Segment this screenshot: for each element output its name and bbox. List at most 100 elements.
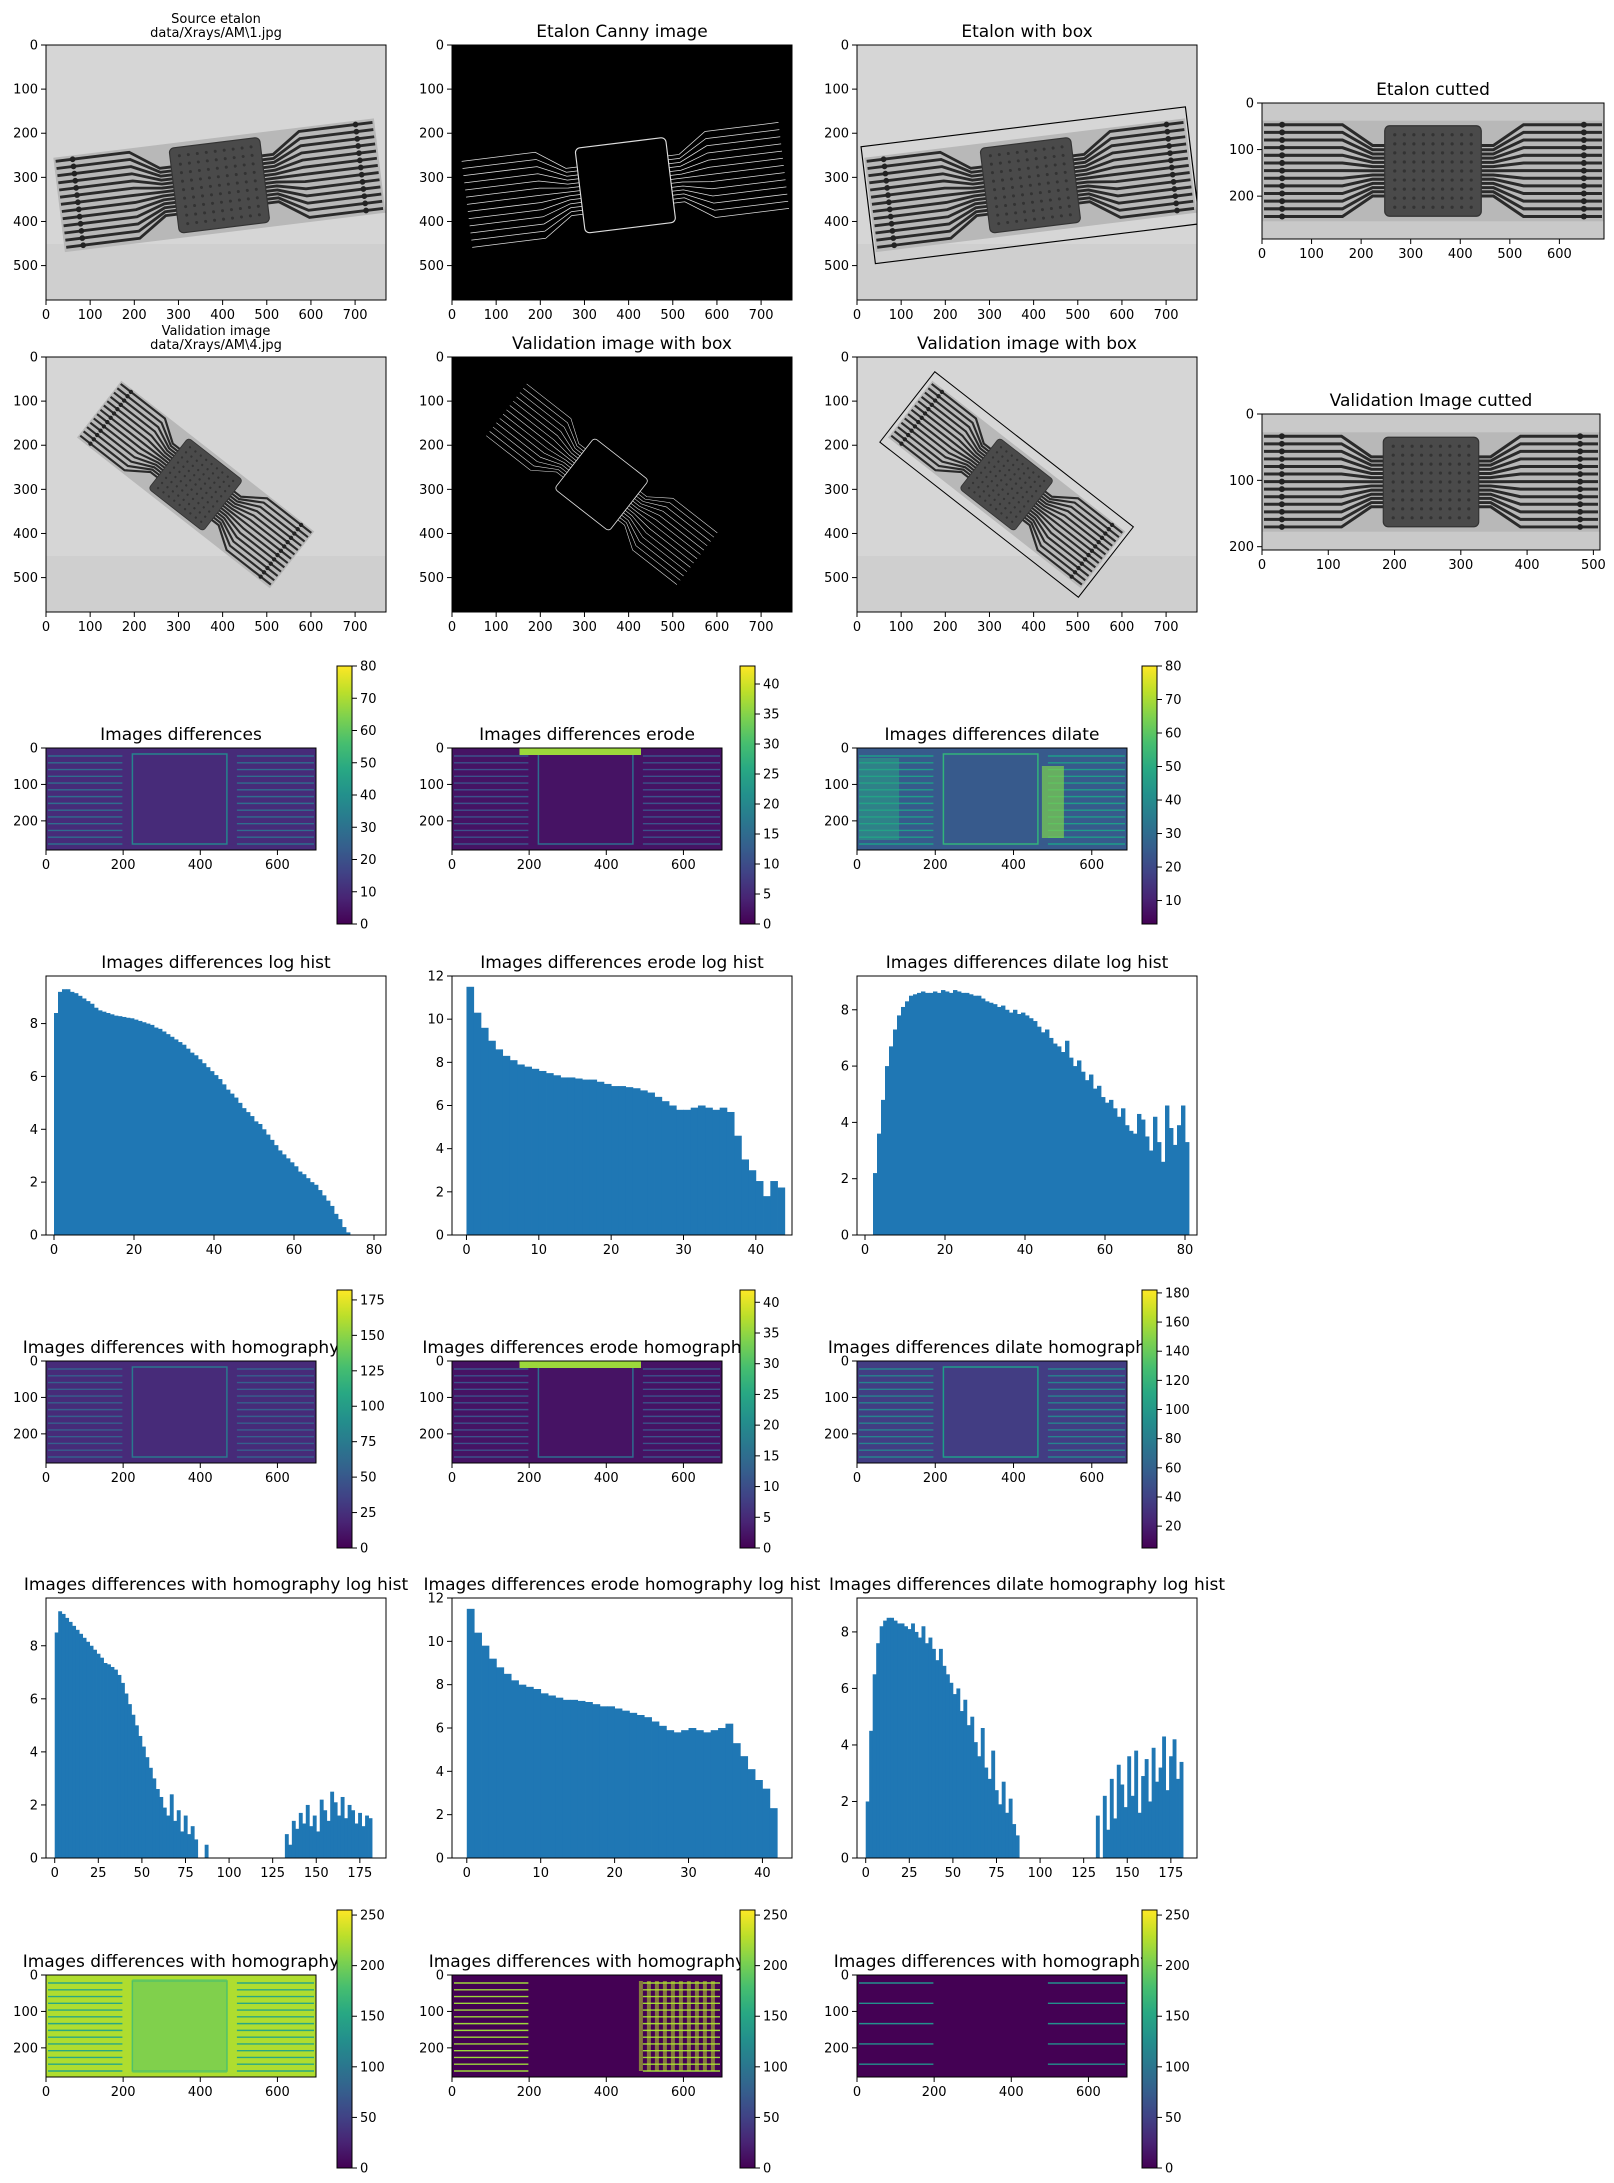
ball <box>1391 507 1395 511</box>
hist-bar <box>316 1831 321 1858</box>
chip-drawing <box>76 380 315 589</box>
ball <box>1457 516 1461 520</box>
hist-bar <box>206 1067 211 1235</box>
pad <box>1580 198 1587 205</box>
colorbar-tick-label: 250 <box>1165 1909 1190 1924</box>
lead-right <box>1478 484 1599 491</box>
hist-bar <box>941 990 946 1235</box>
hist-bar <box>1177 1125 1182 1235</box>
y-tick-label: 400 <box>824 215 849 230</box>
lead-left <box>99 408 170 464</box>
lead-left <box>62 197 176 221</box>
ball <box>197 468 200 472</box>
ball <box>977 486 980 489</box>
lead-left <box>120 383 181 450</box>
ball <box>1402 160 1406 164</box>
hist-bar <box>574 1078 583 1235</box>
hist-bar <box>70 991 75 1235</box>
ball <box>1393 133 1397 137</box>
panel-title-line: data/Xrays/AM\4.jpg <box>150 338 282 353</box>
colorbar-tick-label: 20 <box>360 853 377 868</box>
hist-bar <box>1025 1015 1030 1235</box>
lead-right <box>1044 490 1123 534</box>
ball <box>1450 142 1454 146</box>
ball <box>1429 444 1433 448</box>
ball <box>242 163 246 167</box>
ball <box>1412 151 1416 155</box>
pad <box>1580 159 1587 166</box>
y-tick-label: 0 <box>436 1229 444 1244</box>
lead-left <box>106 400 173 460</box>
ball <box>1450 169 1454 173</box>
lead-left <box>870 185 985 199</box>
pad <box>298 522 304 528</box>
lead-left <box>60 189 175 206</box>
ball <box>1421 169 1426 173</box>
ball <box>1029 192 1033 196</box>
hist-bar <box>592 1704 601 1858</box>
x-tick-label: 600 <box>299 620 324 635</box>
ball <box>189 178 194 182</box>
ball <box>195 220 199 225</box>
lead-right <box>1075 171 1190 185</box>
hist-bar <box>511 1680 519 1858</box>
axes-frame <box>451 1360 723 1464</box>
colorbar-tick-label: 10 <box>763 858 780 873</box>
y-tick-label: 8 <box>841 1003 849 1018</box>
lead-right <box>1042 492 1120 539</box>
hist-bar <box>647 1092 655 1235</box>
ball <box>170 480 173 484</box>
lead-left <box>867 158 983 174</box>
axes-frame <box>45 44 387 301</box>
lead-left <box>870 179 985 192</box>
colorbar-tick-label: 125 <box>360 1364 385 1379</box>
ball <box>201 496 204 500</box>
pad <box>261 570 267 575</box>
y-tick-label: 100 <box>419 1391 444 1406</box>
ball <box>1005 212 1009 216</box>
lead-right <box>265 185 381 198</box>
hist-bar <box>1172 1739 1177 1858</box>
ball <box>1410 453 1414 457</box>
lead-left <box>917 400 984 460</box>
ball <box>1005 483 1008 486</box>
image-content <box>452 357 792 612</box>
hist-bar <box>270 1139 275 1235</box>
ball <box>1419 489 1424 493</box>
hist-bar <box>134 1725 139 1858</box>
ball <box>992 179 996 183</box>
hist-bar <box>719 1107 728 1235</box>
hist-bar <box>342 1227 347 1235</box>
hist-bar <box>949 992 954 1235</box>
x-tick-label: 0 <box>853 308 861 323</box>
hist-bar <box>697 1105 706 1235</box>
lead-left <box>513 400 579 459</box>
hist-bar <box>1073 1066 1078 1235</box>
ball <box>1010 185 1015 189</box>
lead-right <box>621 514 684 577</box>
lead-right <box>1078 200 1195 219</box>
ball <box>213 149 217 153</box>
hist-bar <box>58 1611 63 1858</box>
hist-bar <box>1102 1795 1107 1858</box>
y-tick-label: 0 <box>841 351 849 366</box>
hist-bar <box>159 1796 164 1858</box>
hist-bar <box>921 991 926 1235</box>
lead-left <box>1263 465 1384 475</box>
x-tick-label: 60 <box>286 1243 303 1258</box>
hist-bar <box>312 1815 317 1858</box>
colorbar-tick-label: 15 <box>763 828 780 843</box>
hist-bar <box>603 1083 612 1235</box>
ball <box>1000 512 1003 515</box>
pad <box>1278 486 1285 493</box>
ball <box>1023 505 1026 508</box>
ball <box>1440 160 1445 164</box>
hist-bar <box>658 1725 667 1858</box>
ball <box>997 460 1000 463</box>
hist-bar <box>155 1789 160 1858</box>
pad <box>358 171 365 178</box>
pad <box>1103 531 1108 536</box>
ball <box>223 157 227 161</box>
